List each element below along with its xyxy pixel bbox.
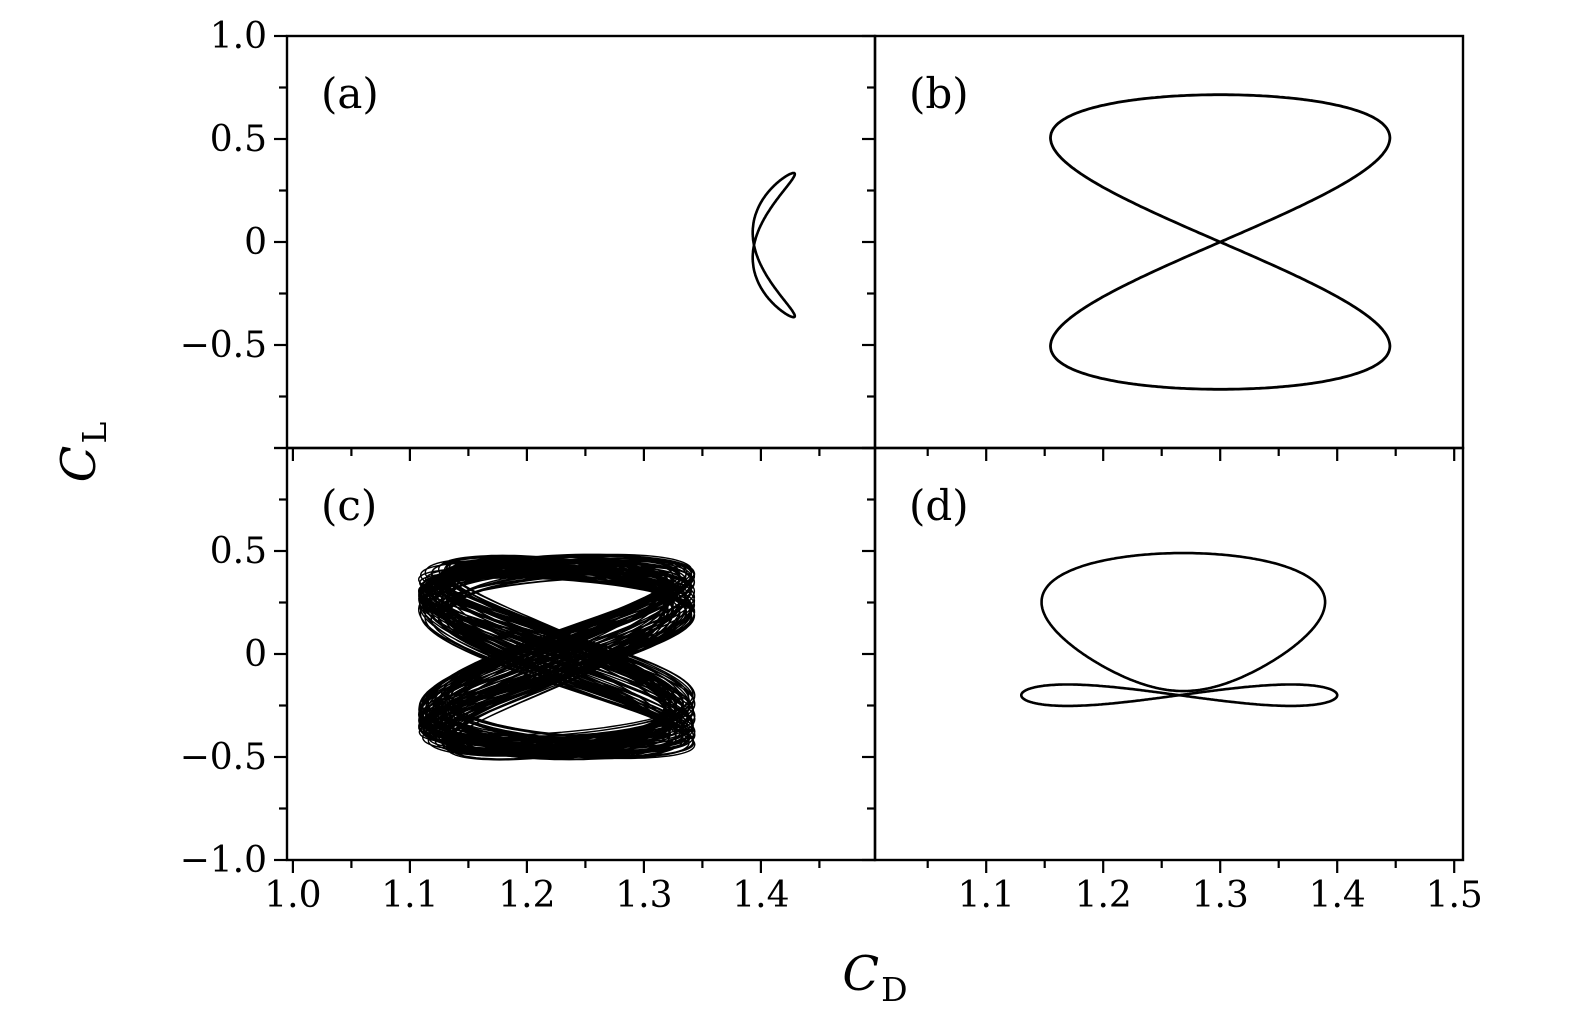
series-group-b [1049,93,1392,391]
panel-label-c: (c) [321,481,377,530]
y-tick-label: −1.0 [180,840,267,881]
panel-label-d: (d) [909,481,969,530]
series-curve-a-0 [751,171,797,319]
panels-group: 1.0 0.5 0 −0.5 (a) (b) 1.0 1.1 1.2 1.3 1.4 0.5 0 −0.5… [180,16,1483,916]
series-group-a [751,171,797,319]
ticks-c [274,446,821,873]
y-tick-label: −0.5 [180,325,267,366]
series-curve-b-0 [1049,93,1392,391]
x-axis-title-sub: D [881,970,907,1009]
y-tick-label: 0.5 [210,119,267,160]
x-tick-label: 1.1 [958,875,1015,916]
series-curve-c-0 [418,553,696,761]
y-tick-label: 0 [244,634,267,675]
x-tick-label: 1.3 [1192,875,1249,916]
panel-label-b: (b) [909,69,969,118]
y-tick-label: 0.5 [210,531,267,572]
y-axis-title: CL [51,422,114,483]
x-axis-title: CD [842,946,907,1009]
series-curve-d-0 [1040,551,1327,693]
ticks-d [862,446,1456,873]
x-tick-label: 1.5 [1426,875,1483,916]
y-tick-label: 0 [244,222,267,263]
x-tick-label: 1.2 [1075,875,1132,916]
y-axis-title-sub: L [75,422,114,444]
y-tick-label: 1.0 [210,16,267,57]
series-curve-d-1 [1020,683,1339,708]
x-tick-label: 1.4 [732,875,789,916]
x-tick-label: 1.4 [1309,875,1366,916]
series-group-d [1020,551,1339,708]
x-axis-title-base: C [842,946,879,1002]
panel-d-frame [873,446,1465,862]
x-tick-label: 1.1 [381,875,438,916]
series-group-c [418,553,696,761]
y-tick-label: −0.5 [180,737,267,778]
x-tick-label: 1.3 [615,875,672,916]
x-tick-label: 1.0 [264,875,321,916]
y-axis-title-base: C [51,446,107,483]
panel-label-a: (a) [321,69,379,118]
x-tick-label: 1.2 [498,875,555,916]
